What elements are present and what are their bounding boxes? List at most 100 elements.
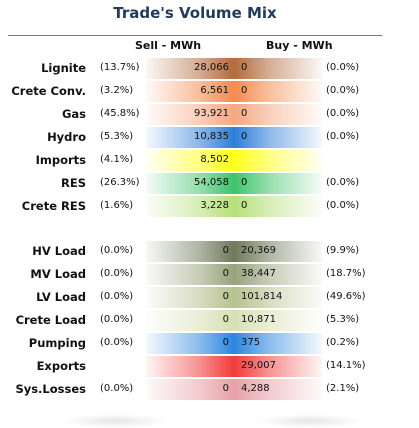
sell-value: 28,066	[194, 62, 229, 73]
buy-column-header: Buy - MWh	[266, 39, 333, 52]
row-label: Lignite	[41, 61, 86, 75]
sell-bar	[146, 196, 234, 217]
sell-percent: (3.2%)	[100, 85, 134, 96]
buy-value: 0	[241, 177, 248, 188]
sell-percent: (0.0%)	[100, 337, 134, 348]
table-row: RES (26.3%) 54,058 0 (0.0%)	[0, 173, 419, 194]
table-row: Crete Load (0.0%) 0 10,871 (5.3%)	[0, 310, 419, 331]
table-row: LV Load (0.0%) 0 101,814 (49.6%)	[0, 287, 419, 308]
buy-value: 101,814	[241, 291, 283, 302]
buy-percent: (0.0%)	[326, 62, 360, 73]
buy-percent: (0.0%)	[326, 177, 360, 188]
buy-percent: (0.0%)	[326, 85, 360, 96]
sell-percent: (0.0%)	[100, 314, 134, 325]
sell-percent: (4.1%)	[100, 154, 134, 165]
buy-percent: (0.0%)	[326, 200, 360, 211]
sell-value: 0	[222, 383, 229, 394]
sell-bar	[146, 333, 234, 354]
buy-bar	[234, 196, 322, 217]
buy-percent: (0.0%)	[326, 108, 360, 119]
buy-bar	[234, 81, 322, 102]
sell-bar	[146, 241, 234, 262]
sell-percent: (26.3%)	[100, 177, 140, 188]
buy-bar	[234, 150, 322, 171]
buy-bar	[234, 356, 322, 377]
row-label: HV Load	[32, 244, 86, 258]
row-label: RES	[61, 176, 86, 190]
table-row: Gas (45.8%) 93,921 0 (0.0%)	[0, 104, 419, 125]
sell-value: 10,835	[194, 131, 229, 142]
sell-bar	[146, 264, 234, 285]
buy-bar	[234, 127, 322, 148]
buy-percent: (5.3%)	[326, 314, 360, 325]
sell-value: 0	[222, 291, 229, 302]
sell-bar	[146, 310, 234, 331]
buy-percent: (0.2%)	[326, 337, 360, 348]
row-label: LV Load	[36, 290, 86, 304]
buy-value: 38,447	[241, 268, 276, 279]
sell-bar	[146, 58, 234, 79]
sell-percent: (0.0%)	[100, 383, 134, 394]
sell-value: 6,561	[200, 85, 229, 96]
buy-bar	[234, 333, 322, 354]
table-row: HV Load (0.0%) 0 20,369 (9.9%)	[0, 241, 419, 262]
buy-bar	[234, 287, 322, 308]
sell-percent: (5.3%)	[100, 131, 134, 142]
table-row: Hydro (5.3%) 10,835 0 (0.0%)	[0, 127, 419, 148]
title-divider	[8, 35, 382, 36]
sell-value: 8,502	[200, 154, 229, 165]
table-row: Crete RES (1.6%) 3,228 0 (0.0%)	[0, 196, 419, 217]
sell-value: 0	[222, 268, 229, 279]
sell-percent: (13.7%)	[100, 62, 140, 73]
sell-percent: (1.6%)	[100, 200, 134, 211]
sell-bar	[146, 356, 234, 377]
buy-percent: (49.6%)	[326, 291, 366, 302]
table-row: Lignite (13.7%) 28,066 0 (0.0%)	[0, 58, 419, 79]
row-label: Imports	[35, 153, 86, 167]
buy-value: 0	[241, 200, 248, 211]
sell-percent: (0.0%)	[100, 245, 134, 256]
page-title: Trade's Volume Mix	[113, 4, 277, 22]
decorative-shadow	[60, 414, 170, 428]
buy-value: 4,288	[241, 383, 270, 394]
sell-value: 3,228	[200, 200, 229, 211]
buy-percent: (9.9%)	[326, 245, 360, 256]
buy-percent: (0.0%)	[326, 131, 360, 142]
row-label: Exports	[36, 359, 86, 373]
buy-value: 0	[241, 131, 248, 142]
buy-percent: (18.7%)	[326, 268, 366, 279]
sell-bar	[146, 127, 234, 148]
buy-bar	[234, 310, 322, 331]
decorative-shadow	[255, 414, 365, 428]
buy-value: 0	[241, 85, 248, 96]
sell-column-header: Sell - MWh	[135, 39, 202, 52]
buy-bar	[234, 173, 322, 194]
buy-bar	[234, 241, 322, 262]
sell-value: 54,058	[194, 177, 229, 188]
buy-bar	[234, 379, 322, 400]
sell-value: 0	[222, 245, 229, 256]
buy-percent: (14.1%)	[326, 360, 366, 371]
table-row: Crete Conv. (3.2%) 6,561 0 (0.0%)	[0, 81, 419, 102]
sell-percent: (0.0%)	[100, 291, 134, 302]
row-label: Gas	[61, 107, 86, 121]
buy-percent: (2.1%)	[326, 383, 360, 394]
row-label: Crete Load	[15, 313, 86, 327]
buy-bar	[234, 264, 322, 285]
table-row: MV Load (0.0%) 0 38,447 (18.7%)	[0, 264, 419, 285]
buy-value: 375	[241, 337, 261, 348]
sell-percent: (0.0%)	[100, 268, 134, 279]
sell-bar	[146, 173, 234, 194]
sell-bar	[146, 150, 234, 171]
buy-value: 20,369	[241, 245, 276, 256]
row-label: Sys.Losses	[15, 382, 86, 396]
sell-bar	[146, 81, 234, 102]
buy-value: 29,007	[241, 360, 276, 371]
sell-value: 0	[222, 314, 229, 325]
row-label: Crete Conv.	[11, 84, 86, 98]
buy-bar	[234, 58, 322, 79]
buy-value: 0	[241, 108, 248, 119]
row-label: Pumping	[28, 336, 86, 350]
sell-value: 0	[222, 337, 229, 348]
table-row: Pumping (0.0%) 0 375 (0.2%)	[0, 333, 419, 354]
